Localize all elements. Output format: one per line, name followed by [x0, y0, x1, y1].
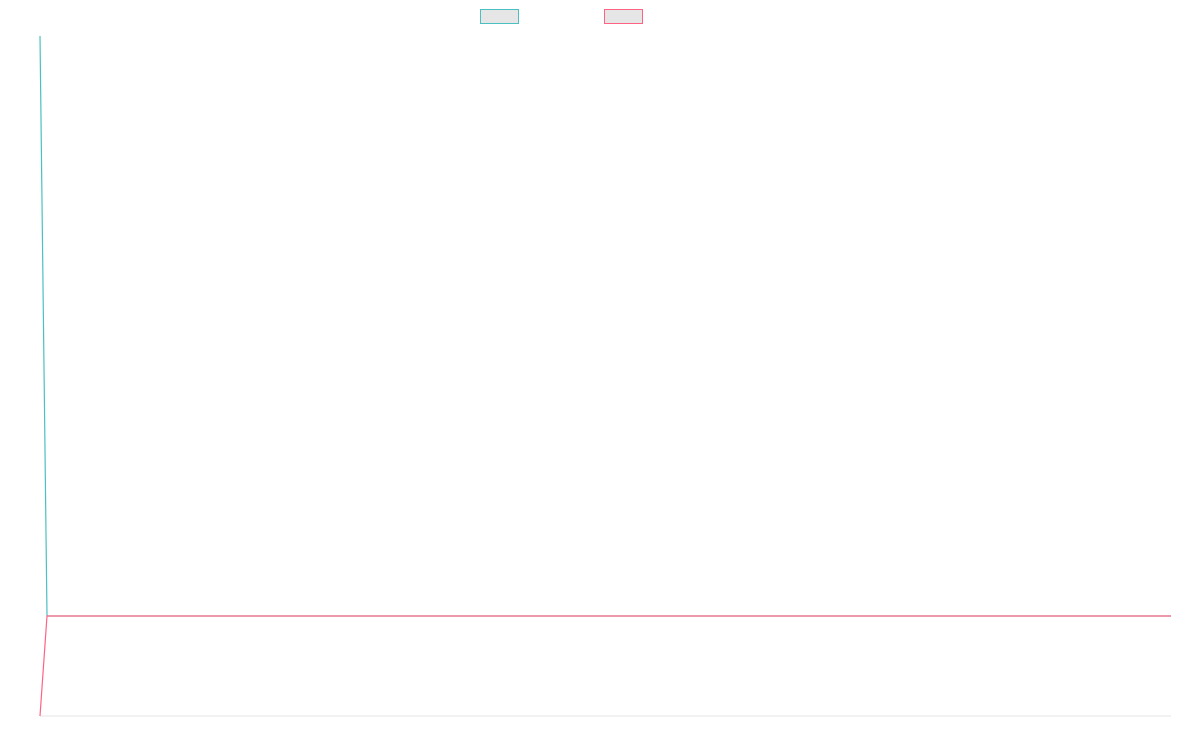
legend-swatch-series-1: [480, 9, 519, 24]
series-2-line: [39, 615, 1171, 717]
series-1-line: [39, 35, 1171, 617]
chart-legend: [0, 9, 1200, 29]
legend-swatch-series-2: [604, 9, 643, 24]
legend-item-series-2[interactable]: [604, 9, 649, 24]
series-layer: [39, 35, 1171, 717]
legend-item-series-1[interactable]: [480, 9, 525, 24]
